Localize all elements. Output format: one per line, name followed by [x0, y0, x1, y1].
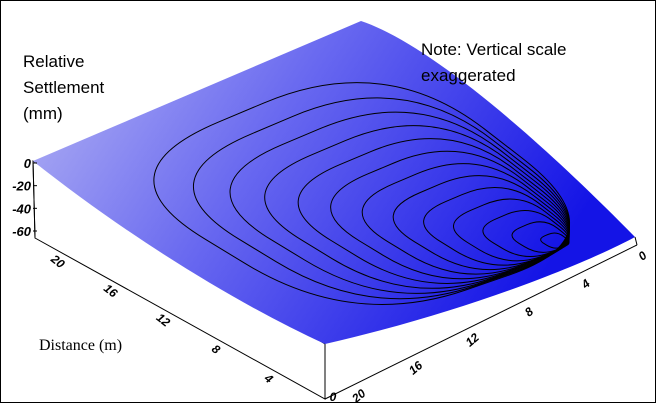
- contour-lines: [153, 82, 571, 305]
- z-axis-label: Relative Settlement (mm): [23, 49, 104, 127]
- contour-line: [297, 138, 570, 284]
- z-axis-label-line-1: Relative: [23, 52, 85, 71]
- y-tick-label: 0: [330, 390, 337, 402]
- x-tick-label: 12: [463, 330, 482, 350]
- z-axis-line: [32, 160, 36, 239]
- x-tick-label: 20: [348, 386, 368, 402]
- contour-line: [264, 125, 570, 289]
- annotation-note: Note: Vertical scale exaggerated: [421, 37, 567, 89]
- contour-line: [540, 232, 570, 249]
- base-right-edge: [324, 244, 638, 400]
- contour-line: [153, 82, 571, 305]
- x-tick-label: 0: [635, 248, 649, 263]
- contour-line: [330, 150, 570, 280]
- z-axis-label-line-2: Settlement: [23, 78, 105, 97]
- contour-line: [392, 175, 570, 271]
- contour-line: [453, 198, 570, 262]
- z-tick-label: -60: [12, 224, 32, 239]
- x-tick-label: 8: [522, 304, 536, 319]
- contour-line: [361, 163, 570, 275]
- contour-line: [229, 111, 570, 294]
- y-tick-label: 8: [209, 342, 223, 357]
- z-axis-ticks: 0 -20 -40 -60: [12, 156, 37, 239]
- z-tick-label: -20: [12, 179, 32, 194]
- z-axis-label-line-3: (mm): [23, 104, 63, 123]
- z-tick-label: 0: [24, 156, 32, 171]
- y-tick-label: 4: [261, 370, 276, 386]
- base-right-vertical: [634, 236, 638, 246]
- contour-line: [423, 186, 570, 266]
- annotation-line-2: exaggerated: [421, 66, 516, 85]
- contour-line: [482, 210, 570, 258]
- x-tick-label: 22: [320, 400, 340, 402]
- annotation-line-1: Note: Vertical scale: [421, 40, 567, 59]
- z-tick-label: -40: [12, 201, 32, 216]
- x-tick-label: 16: [406, 358, 425, 378]
- contour-line: [193, 97, 570, 300]
- x-tick-label: 4: [578, 276, 593, 292]
- x-axis-label: Distance (m): [39, 337, 123, 354]
- contour-line: [511, 221, 570, 253]
